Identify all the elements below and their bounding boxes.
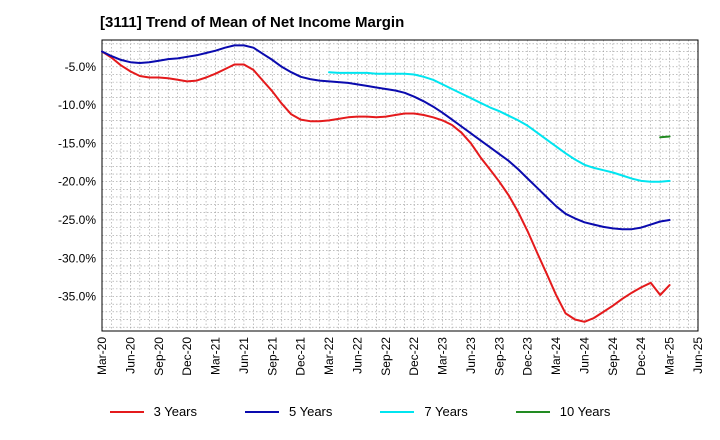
- y-tick-label: -20.0%: [58, 175, 96, 189]
- series-line-5-years: [101, 44, 671, 231]
- chart-title: [3111] Trend of Mean of Net Income Margi…: [100, 14, 405, 31]
- x-tick-label: Mar-20: [95, 337, 109, 375]
- x-tick-label: Mar-24: [549, 337, 563, 375]
- legend-label: 10 Years: [559, 404, 611, 419]
- legend-item-10-years: 10 Years: [515, 404, 611, 419]
- legend-swatch: [380, 410, 415, 413]
- tick-labels: -5.0% -10.0% -15.0% -20.0% -25.0% -30.0% -35.0…: [58, 60, 705, 376]
- x-tick-label: Jun-21: [237, 337, 251, 374]
- x-tick-label: Sep-22: [379, 337, 393, 376]
- x-tick-label: Dec-24: [634, 337, 648, 376]
- legend-swatch: [515, 410, 550, 413]
- x-tick-label: Mar-21: [209, 337, 223, 375]
- legend-label: 3 Years: [153, 404, 197, 419]
- y-tick-label: -35.0%: [58, 290, 96, 304]
- x-tick-label: Dec-20: [180, 337, 194, 376]
- y-tick-label: -5.0%: [65, 60, 97, 74]
- x-tick-label: Mar-25: [663, 337, 677, 375]
- x-tick-label: Mar-22: [322, 337, 336, 375]
- series: [101, 44, 671, 323]
- x-tick-label: Jun-23: [464, 337, 478, 374]
- x-tick-label: Sep-20: [152, 337, 166, 376]
- series-line-10-years: [659, 135, 671, 139]
- y-tick-label: -15.0%: [58, 136, 96, 150]
- x-tick-label: Dec-22: [407, 337, 421, 376]
- legend: 3 Years 5 Years 7 Years 10 Years: [0, 404, 720, 419]
- x-tick-label: Sep-21: [265, 337, 279, 376]
- x-tick-label: Mar-23: [436, 337, 450, 375]
- grid: [101, 40, 699, 331]
- legend-item-7-years: 7 Years: [380, 404, 468, 419]
- axes: [101, 39, 699, 332]
- y-tick-label: -25.0%: [58, 213, 96, 227]
- series-line-7-years: [328, 71, 671, 183]
- x-tick-label: Sep-24: [606, 337, 620, 376]
- x-tick-label: Dec-21: [294, 337, 308, 376]
- plot-frame: [101, 39, 699, 332]
- legend-swatch: [245, 410, 279, 413]
- y-tick-label: -10.0%: [58, 98, 96, 112]
- legend-label: 5 Years: [289, 404, 333, 419]
- x-tick-label: Jun-24: [577, 337, 591, 374]
- legend-item-5-years: 5 Years: [245, 404, 332, 419]
- x-tick-label: Sep-23: [492, 337, 506, 376]
- y-tick-label: -30.0%: [58, 251, 96, 265]
- legend-item-3-years: 3 Years: [109, 404, 197, 419]
- legend-swatch: [109, 410, 144, 413]
- x-tick-label: Jun-22: [350, 337, 364, 374]
- x-tick-label: Jun-20: [123, 337, 137, 374]
- x-tick-label: Jun-25: [691, 337, 705, 374]
- legend-label: 7 Years: [424, 404, 468, 419]
- x-tick-label: Dec-23: [521, 337, 535, 376]
- series-line-3-years: [101, 50, 671, 323]
